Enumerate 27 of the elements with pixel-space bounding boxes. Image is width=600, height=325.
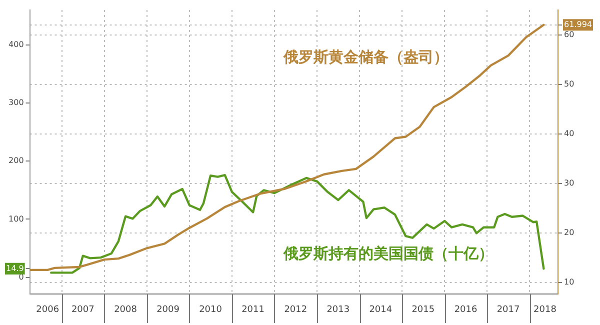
x-tick-label: 2018 bbox=[534, 304, 557, 315]
y-tick-label: 400 bbox=[8, 40, 24, 49]
y-tick-label: 14.9 bbox=[6, 264, 24, 273]
y2-tick-label: 20 bbox=[564, 228, 574, 237]
x-tick-label: 2012 bbox=[284, 304, 308, 315]
x-tick-label: 2013 bbox=[326, 304, 350, 315]
y2-tick-label: 60 bbox=[564, 30, 574, 39]
x-tick-label: 2010 bbox=[199, 304, 222, 315]
x-tick-label: 2016 bbox=[454, 304, 478, 315]
x-tick-label: 2011 bbox=[242, 304, 264, 315]
y2-tick-label: 10 bbox=[564, 277, 574, 286]
y-tick-label: 200 bbox=[8, 156, 24, 166]
x-tick-label: 2008 bbox=[114, 304, 138, 315]
y2-tick-label: 50 bbox=[564, 79, 574, 88]
y2-tick-label: 30 bbox=[564, 178, 574, 188]
y-tick-label: 100 bbox=[8, 214, 24, 224]
x-tick-label: 2017 bbox=[496, 304, 520, 315]
x-tick-label: 2007 bbox=[71, 304, 94, 315]
x-tick-label: 2006 bbox=[36, 304, 60, 315]
y-tick-label: 300 bbox=[8, 98, 24, 108]
series-label: 俄罗斯持有的美国国债（十亿） bbox=[282, 244, 494, 262]
series-label: 俄罗斯黄金储备（盎司） bbox=[282, 48, 448, 66]
x-tick-label: 2015 bbox=[412, 304, 435, 315]
y2-tick-label: 61.994 bbox=[564, 20, 592, 29]
y2-tick-label: 40 bbox=[564, 128, 574, 138]
x-tick-label: 2014 bbox=[369, 304, 392, 315]
x-tick-label: 2009 bbox=[156, 304, 180, 315]
